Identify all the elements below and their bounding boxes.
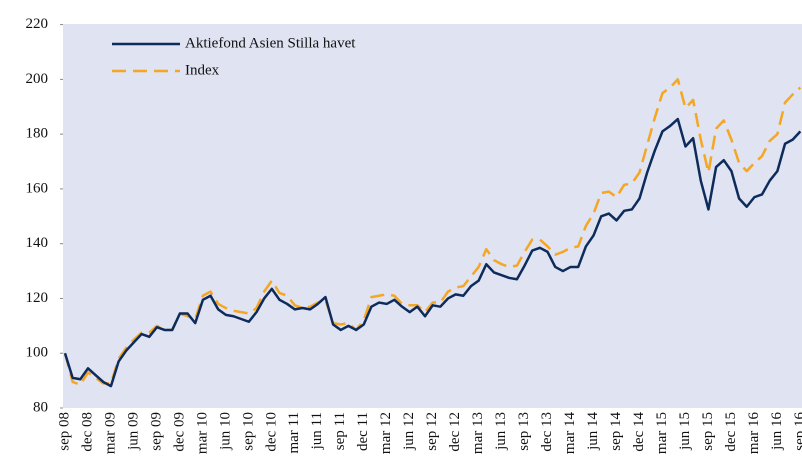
legend-label: Index: [185, 62, 220, 78]
x-tick-label: jun 10: [217, 412, 233, 451]
x-tick-label: mar 15: [654, 412, 670, 454]
x-tick-label: mar 10: [194, 412, 210, 454]
x-tick-label: jun 12: [401, 412, 417, 451]
x-tick-label: jun 11: [309, 412, 325, 450]
x-tick-label: dec 08: [79, 412, 95, 452]
x-tick-label: sep 11: [332, 412, 348, 450]
x-tick-label: jun 15: [677, 412, 693, 451]
y-tick-label: 220: [26, 16, 49, 32]
x-tick-label: dec 09: [171, 412, 187, 452]
x-tick-label: mar 13: [470, 412, 486, 454]
x-tick-label: mar 11: [286, 412, 302, 454]
x-tick-label: jun 13: [493, 412, 509, 451]
x-tick-label: jun 16: [769, 412, 785, 451]
y-tick-label: 200: [26, 71, 49, 87]
x-tick-label: jun 14: [585, 412, 601, 451]
x-tick-label: mar 16: [746, 412, 762, 455]
x-tick-label: dec 15: [723, 412, 739, 452]
x-tick-label: mar 09: [102, 412, 118, 454]
x-tick-label: dec 12: [447, 412, 463, 452]
x-tick-label: dec 11: [355, 412, 371, 451]
y-tick-label: 140: [26, 235, 49, 251]
x-tick-label: sep 16: [792, 412, 802, 451]
x-tick-label: sep 10: [240, 412, 256, 451]
x-tick-label: sep 12: [424, 412, 440, 451]
plot-area: [63, 24, 802, 408]
x-tick-label: mar 12: [378, 412, 394, 454]
series-line: [63, 117, 802, 388]
legend-label: Aktiefond Asien Stilla havet: [185, 35, 356, 51]
x-tick-label: sep 08: [56, 412, 72, 451]
x-tick-label: sep 14: [608, 412, 624, 451]
x-tick-label: dec 13: [539, 412, 555, 452]
x-tick-label: sep 15: [700, 412, 716, 451]
y-tick-label: 100: [26, 345, 49, 361]
series-line: [63, 78, 802, 386]
x-tick-label: sep 13: [516, 412, 532, 451]
x-tick-label: sep 09: [148, 412, 164, 451]
x-tick-label: dec 10: [263, 412, 279, 452]
x-tick-label: jun 09: [125, 412, 141, 451]
y-tick-label: 120: [26, 290, 49, 306]
x-tick-label: dec 14: [631, 412, 647, 452]
x-tick-label: mar 14: [562, 412, 578, 455]
y-tick-label: 180: [26, 126, 49, 142]
y-tick-label: 160: [26, 180, 49, 196]
y-tick-label: 80: [33, 399, 48, 415]
